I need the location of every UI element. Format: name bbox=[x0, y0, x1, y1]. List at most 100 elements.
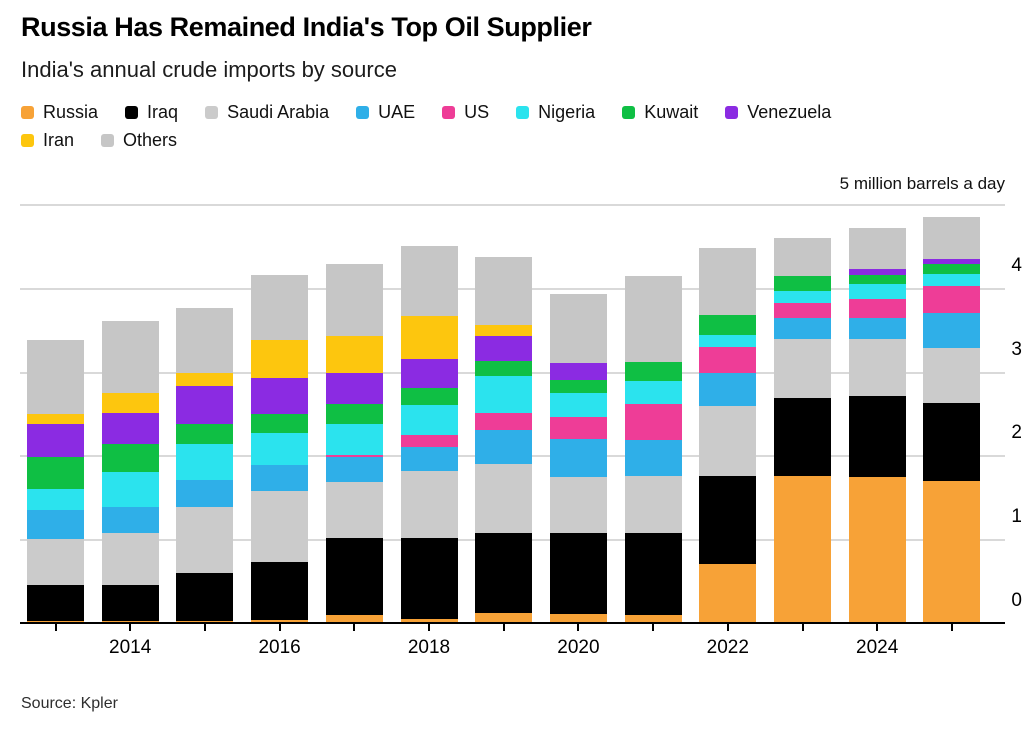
segment-2014-kuwait bbox=[101, 443, 159, 473]
segment-2015-uae bbox=[176, 479, 234, 508]
segment-2022-saudi-arabia bbox=[699, 405, 757, 476]
x-axis-label-2014: 2014 bbox=[109, 637, 152, 658]
legend-item-uae: UAE bbox=[356, 102, 415, 123]
segment-2022-nigeria bbox=[699, 334, 757, 347]
legend-row-2: Iran Others bbox=[21, 130, 1011, 151]
legend-swatch-icon bbox=[725, 106, 739, 119]
legend-swatch-icon bbox=[622, 106, 636, 119]
segment-2018-saudi-arabia bbox=[400, 470, 458, 539]
segment-2015-others bbox=[176, 307, 234, 374]
segment-2019-nigeria bbox=[475, 375, 533, 413]
segment-2023-russia bbox=[774, 475, 831, 623]
segment-2025-iraq bbox=[923, 402, 981, 481]
bar-2014 bbox=[101, 320, 159, 623]
segment-2018-uae bbox=[400, 447, 458, 471]
segment-2018-nigeria bbox=[400, 405, 458, 436]
segment-2014-others bbox=[101, 320, 159, 394]
segment-2023-iraq bbox=[774, 397, 831, 476]
legend-label: Iraq bbox=[147, 102, 179, 122]
x-tick-2024 bbox=[876, 623, 879, 631]
bar-2018 bbox=[400, 245, 458, 623]
segment-2014-nigeria bbox=[101, 472, 159, 508]
segment-2016-others bbox=[251, 275, 309, 340]
segment-2019-iraq bbox=[475, 533, 533, 613]
segment-2025-venezuela bbox=[923, 258, 981, 264]
x-tick-2023 bbox=[801, 623, 804, 631]
y-axis-label-3: 3 bbox=[1011, 338, 1022, 360]
segment-2017-saudi-arabia bbox=[325, 482, 383, 539]
segment-2024-us bbox=[848, 298, 906, 319]
segment-2019-venezuela bbox=[475, 335, 533, 361]
bar-2024 bbox=[848, 227, 906, 623]
segment-2024-iraq bbox=[848, 395, 906, 478]
segment-2016-nigeria bbox=[251, 432, 309, 465]
segment-2017-others bbox=[325, 263, 383, 337]
segment-2013-saudi-arabia bbox=[27, 539, 84, 586]
segment-2018-others bbox=[400, 245, 458, 316]
segment-2021-uae bbox=[624, 440, 682, 476]
segment-2022-iraq bbox=[699, 475, 757, 564]
segment-2015-saudi-arabia bbox=[176, 507, 234, 573]
segment-2022-uae bbox=[699, 373, 757, 406]
segment-2014-venezuela bbox=[101, 412, 159, 444]
segment-2022-russia bbox=[699, 563, 757, 623]
segment-2020-venezuela bbox=[549, 363, 607, 381]
segment-2015-russia bbox=[176, 620, 234, 623]
segment-2014-uae bbox=[101, 507, 159, 533]
bar-2023 bbox=[774, 237, 831, 623]
x-tick-2019 bbox=[502, 623, 505, 631]
y-axis-label-1: 1 bbox=[1011, 506, 1022, 528]
segment-2021-iraq bbox=[624, 533, 682, 616]
x-tick-2020 bbox=[577, 623, 580, 631]
segment-2017-kuwait bbox=[325, 404, 383, 424]
segment-2025-nigeria bbox=[923, 273, 981, 287]
y-axis-unit-label: 5 million barrels a day bbox=[839, 174, 1005, 193]
x-tick-2015 bbox=[203, 623, 206, 631]
x-tick-2018 bbox=[428, 623, 430, 631]
segment-2020-nigeria bbox=[549, 393, 607, 417]
legend-item-us: US bbox=[442, 102, 489, 123]
segment-2016-saudi-arabia bbox=[251, 490, 309, 562]
segment-2015-kuwait bbox=[176, 423, 234, 444]
segment-2023-saudi-arabia bbox=[774, 338, 831, 398]
legend-swatch-icon bbox=[356, 106, 370, 119]
segment-2020-iraq bbox=[549, 533, 607, 614]
segment-2021-us bbox=[624, 403, 682, 441]
x-axis-label-2018: 2018 bbox=[407, 637, 451, 658]
segment-2017-us bbox=[325, 454, 383, 458]
segment-2022-us bbox=[699, 346, 757, 374]
segment-2017-uae bbox=[325, 457, 383, 483]
source-label: Source: Kpler bbox=[21, 695, 118, 712]
segment-2015-iraq bbox=[176, 572, 234, 621]
segment-2018-russia bbox=[400, 618, 458, 623]
segment-2025-kuwait bbox=[923, 263, 981, 274]
segment-2013-others bbox=[27, 339, 84, 414]
segment-2015-iran bbox=[176, 373, 234, 386]
segment-2022-kuwait bbox=[699, 314, 757, 335]
segment-2019-kuwait bbox=[475, 360, 533, 376]
segment-2016-venezuela bbox=[251, 377, 309, 415]
segment-2017-iran bbox=[325, 336, 383, 374]
segment-2014-saudi-arabia bbox=[101, 532, 159, 586]
segment-2018-venezuela bbox=[400, 359, 458, 388]
segment-2017-iraq bbox=[325, 538, 383, 615]
x-tick-2021 bbox=[652, 623, 655, 631]
segment-2019-others bbox=[475, 256, 533, 325]
bar-2022 bbox=[699, 247, 757, 623]
segment-2020-russia bbox=[549, 613, 607, 623]
x-axis-label-2020: 2020 bbox=[557, 637, 600, 658]
segment-2024-kuwait bbox=[848, 275, 906, 284]
legend-label: Iran bbox=[43, 130, 75, 150]
x-axis-label-2024: 2024 bbox=[856, 637, 899, 658]
segment-2024-saudi-arabia bbox=[848, 338, 906, 396]
legend-swatch-icon bbox=[205, 106, 219, 119]
segment-2023-others bbox=[774, 237, 831, 277]
chart-subtitle: India's annual crude imports by source bbox=[21, 57, 397, 82]
segment-2018-iran bbox=[400, 315, 458, 360]
legend-swatch-icon bbox=[442, 106, 456, 119]
bar-2013 bbox=[27, 339, 84, 623]
segment-2019-russia bbox=[475, 612, 533, 623]
gridline-y5 bbox=[20, 204, 1005, 206]
segment-2020-us bbox=[549, 416, 607, 439]
legend-label: US bbox=[464, 102, 490, 122]
